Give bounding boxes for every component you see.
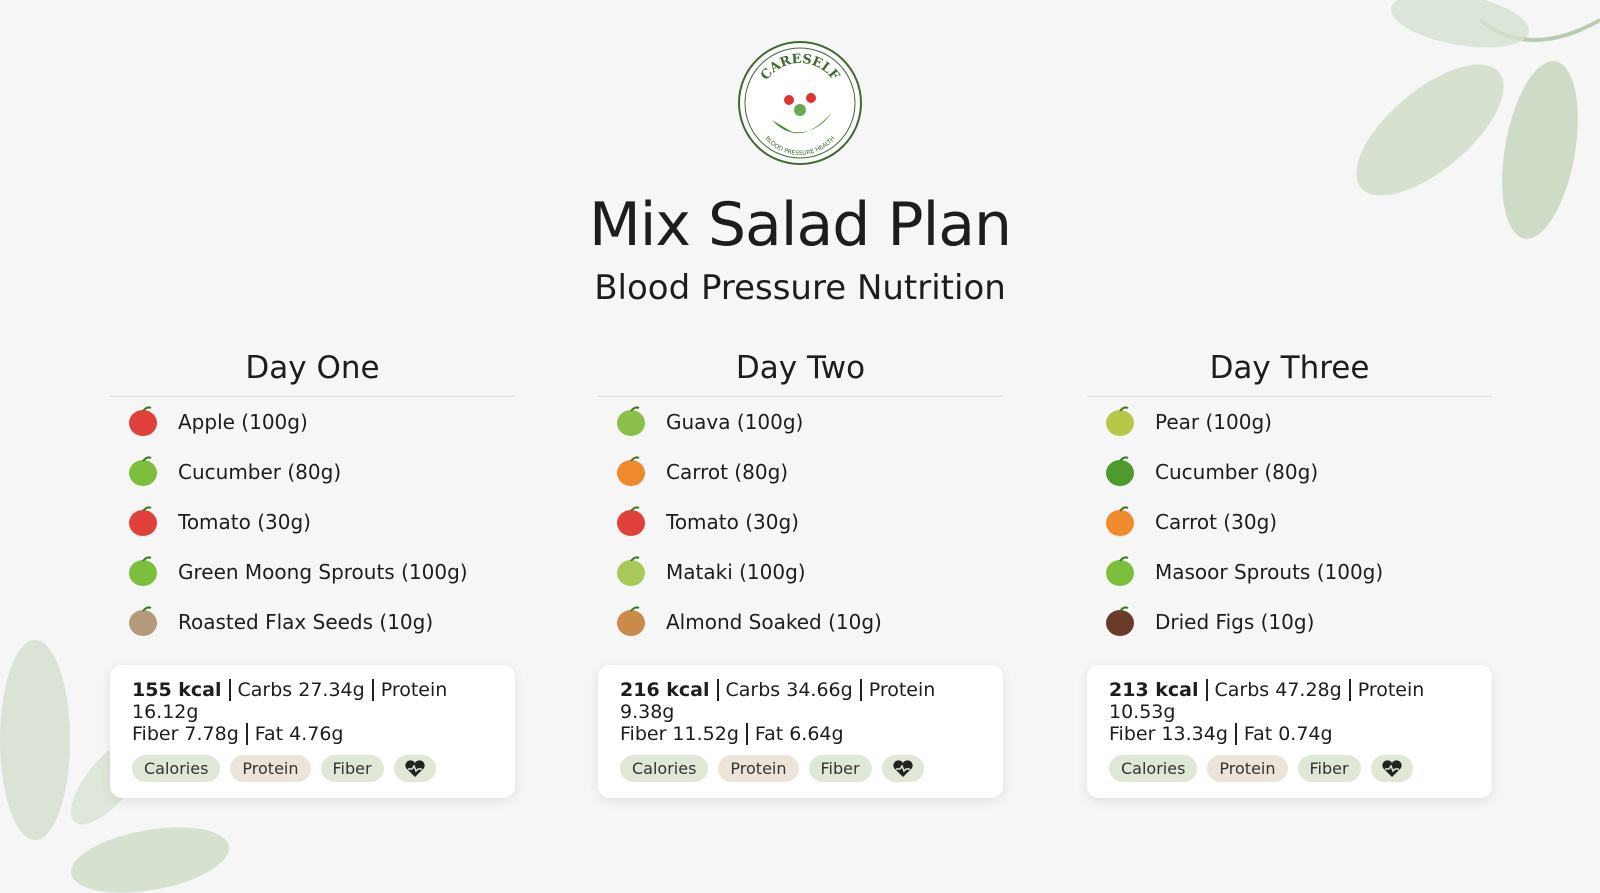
tag-row: Calories Protein Fiber	[620, 755, 981, 782]
nutrition-card: 213 kcal Carbs 47.28g Protein 10.53g Fiber …	[1087, 665, 1492, 798]
ingredient-label: Carrot (30g)	[1155, 510, 1278, 534]
nutrient-value: Fiber 13.34g	[1109, 723, 1228, 745]
ingredient-icon	[617, 606, 645, 636]
ingredient-row: Cucumber (80g)	[110, 447, 515, 497]
day-column: Day Three Pear (100g) Cucumber (80g) Carrot…	[1087, 350, 1492, 798]
nutrient-value: Fiber 11.52g	[620, 723, 739, 745]
nutrition-line: Fiber 7.78g Fat 4.76g	[132, 723, 493, 745]
nutrient-value: Fat 4.76g	[245, 723, 344, 745]
ingredient-row: Apple (100g)	[110, 397, 515, 447]
ingredient-label: Masoor Sprouts (100g)	[1155, 560, 1384, 584]
ingredient-icon	[617, 406, 645, 436]
ingredient-icon	[129, 406, 157, 436]
calories-value: 216 kcal	[620, 679, 710, 701]
ingredient-label: Tomato (30g)	[178, 510, 311, 534]
ingredient-icon	[617, 556, 645, 586]
ingredient-label: Tomato (30g)	[666, 510, 799, 534]
nutrition-line: 216 kcal Carbs 34.66g Protein 9.38g	[620, 679, 981, 723]
ingredient-row: Almond Soaked (10g)	[598, 597, 1003, 647]
day-heading: Day Two	[598, 350, 1003, 397]
ingredient-icon	[1106, 406, 1134, 436]
ingredient-row: Guava (100g)	[598, 397, 1003, 447]
day-heading: Day One	[110, 350, 515, 397]
heart-tag	[881, 755, 924, 782]
ingredient-icon	[129, 506, 157, 536]
heart-icon	[404, 759, 425, 777]
heart-tag	[1370, 755, 1413, 782]
nutrient-value: Carbs 34.66g	[716, 679, 853, 701]
nutrition-card: 155 kcal Carbs 27.34g Protein 16.12g Fiber …	[110, 665, 515, 798]
nutrient-value: Protein 16.12g	[132, 679, 448, 723]
ingredient-icon	[617, 506, 645, 536]
nutrient-value: Protein 9.38g	[620, 679, 936, 723]
ingredient-label: Almond Soaked (10g)	[666, 610, 882, 634]
ingredient-label: Mataki (100g)	[666, 560, 806, 584]
nutrient-value: Protein 10.53g	[1109, 679, 1425, 723]
ingredient-icon	[129, 556, 157, 586]
nutrient-tag: Calories	[1109, 755, 1198, 782]
day-column: Day One Apple (100g) Cucumber (80g) Tomato …	[110, 350, 515, 798]
nutrient-tag: Protein	[718, 755, 799, 782]
ingredient-row: Carrot (30g)	[1087, 497, 1492, 547]
tag-row: Calories Protein Fiber	[132, 755, 493, 782]
calories-value: 155 kcal	[132, 679, 222, 701]
ingredient-row: Tomato (30g)	[598, 497, 1003, 547]
ingredient-icon	[129, 456, 157, 486]
heart-icon	[892, 759, 913, 777]
ingredient-label: Dried Figs (10g)	[1155, 610, 1315, 634]
nutrient-value: Fat 0.74g	[1234, 723, 1333, 745]
ingredient-icon	[129, 606, 157, 636]
logo: CARESELF BLOOD PRESSURE HEALTH	[738, 41, 862, 165]
ingredient-row: Pear (100g)	[1087, 397, 1492, 447]
ingredient-row: Roasted Flax Seeds (10g)	[110, 597, 515, 647]
ingredient-label: Carrot (80g)	[666, 460, 789, 484]
ingredient-label: Cucumber (80g)	[1155, 460, 1319, 484]
ingredient-row: Tomato (30g)	[110, 497, 515, 547]
ingredient-row: Green Moong Sprouts (100g)	[110, 547, 515, 597]
ingredient-icon	[1106, 556, 1134, 586]
nutrition-line: 213 kcal Carbs 47.28g Protein 10.53g	[1109, 679, 1470, 723]
nutrition-line: 155 kcal Carbs 27.34g Protein 16.12g	[132, 679, 493, 723]
ingredient-label: Guava (100g)	[666, 410, 804, 434]
ingredient-icon	[1106, 606, 1134, 636]
ingredient-row: Mataki (100g)	[598, 547, 1003, 597]
ingredient-label: Roasted Flax Seeds (10g)	[178, 610, 434, 634]
nutrient-tag: Fiber	[808, 755, 872, 782]
nutrient-tag: Protein	[1207, 755, 1288, 782]
subtitle: Blood Pressure Nutrition	[594, 268, 1006, 308]
ingredient-label: Cucumber (80g)	[178, 460, 342, 484]
nutrient-tag: Fiber	[1297, 755, 1361, 782]
heart-tag	[393, 755, 436, 782]
nutrient-tag: Fiber	[320, 755, 384, 782]
nutrition-line: Fiber 11.52g Fat 6.64g	[620, 723, 981, 745]
nutrition-line: Fiber 13.34g Fat 0.74g	[1109, 723, 1470, 745]
nutrient-value: Fiber 7.78g	[132, 723, 239, 745]
heart-icon	[1381, 759, 1402, 777]
ingredient-label: Green Moong Sprouts (100g)	[178, 560, 468, 584]
calories-value: 213 kcal	[1109, 679, 1199, 701]
ingredient-icon	[1106, 456, 1134, 486]
nutrient-value: Fat 6.64g	[745, 723, 844, 745]
nutrient-tag: Calories	[132, 755, 221, 782]
tag-row: Calories Protein Fiber	[1109, 755, 1470, 782]
ingredient-icon	[1106, 506, 1134, 536]
nutrient-value: Carbs 47.28g	[1205, 679, 1342, 701]
nutrition-card: 216 kcal Carbs 34.66g Protein 9.38g Fiber 1…	[598, 665, 1003, 798]
nutrient-value: Carbs 27.34g	[228, 679, 365, 701]
nutrient-tag: Protein	[230, 755, 311, 782]
ingredient-label: Pear (100g)	[1155, 410, 1272, 434]
ingredient-row: Masoor Sprouts (100g)	[1087, 547, 1492, 597]
day-column: Day Two Guava (100g) Carrot (80g) Tomato (3…	[598, 350, 1003, 798]
ingredient-row: Dried Figs (10g)	[1087, 597, 1492, 647]
day-heading: Day Three	[1087, 350, 1492, 397]
leaf-decoration	[1356, 0, 1600, 239]
nutrient-tag: Calories	[620, 755, 709, 782]
ingredient-label: Apple (100g)	[178, 410, 308, 434]
title: Mix Salad Plan	[588, 190, 1012, 260]
ingredient-icon	[617, 456, 645, 486]
ingredient-row: Carrot (80g)	[598, 447, 1003, 497]
ingredient-row: Cucumber (80g)	[1087, 447, 1492, 497]
